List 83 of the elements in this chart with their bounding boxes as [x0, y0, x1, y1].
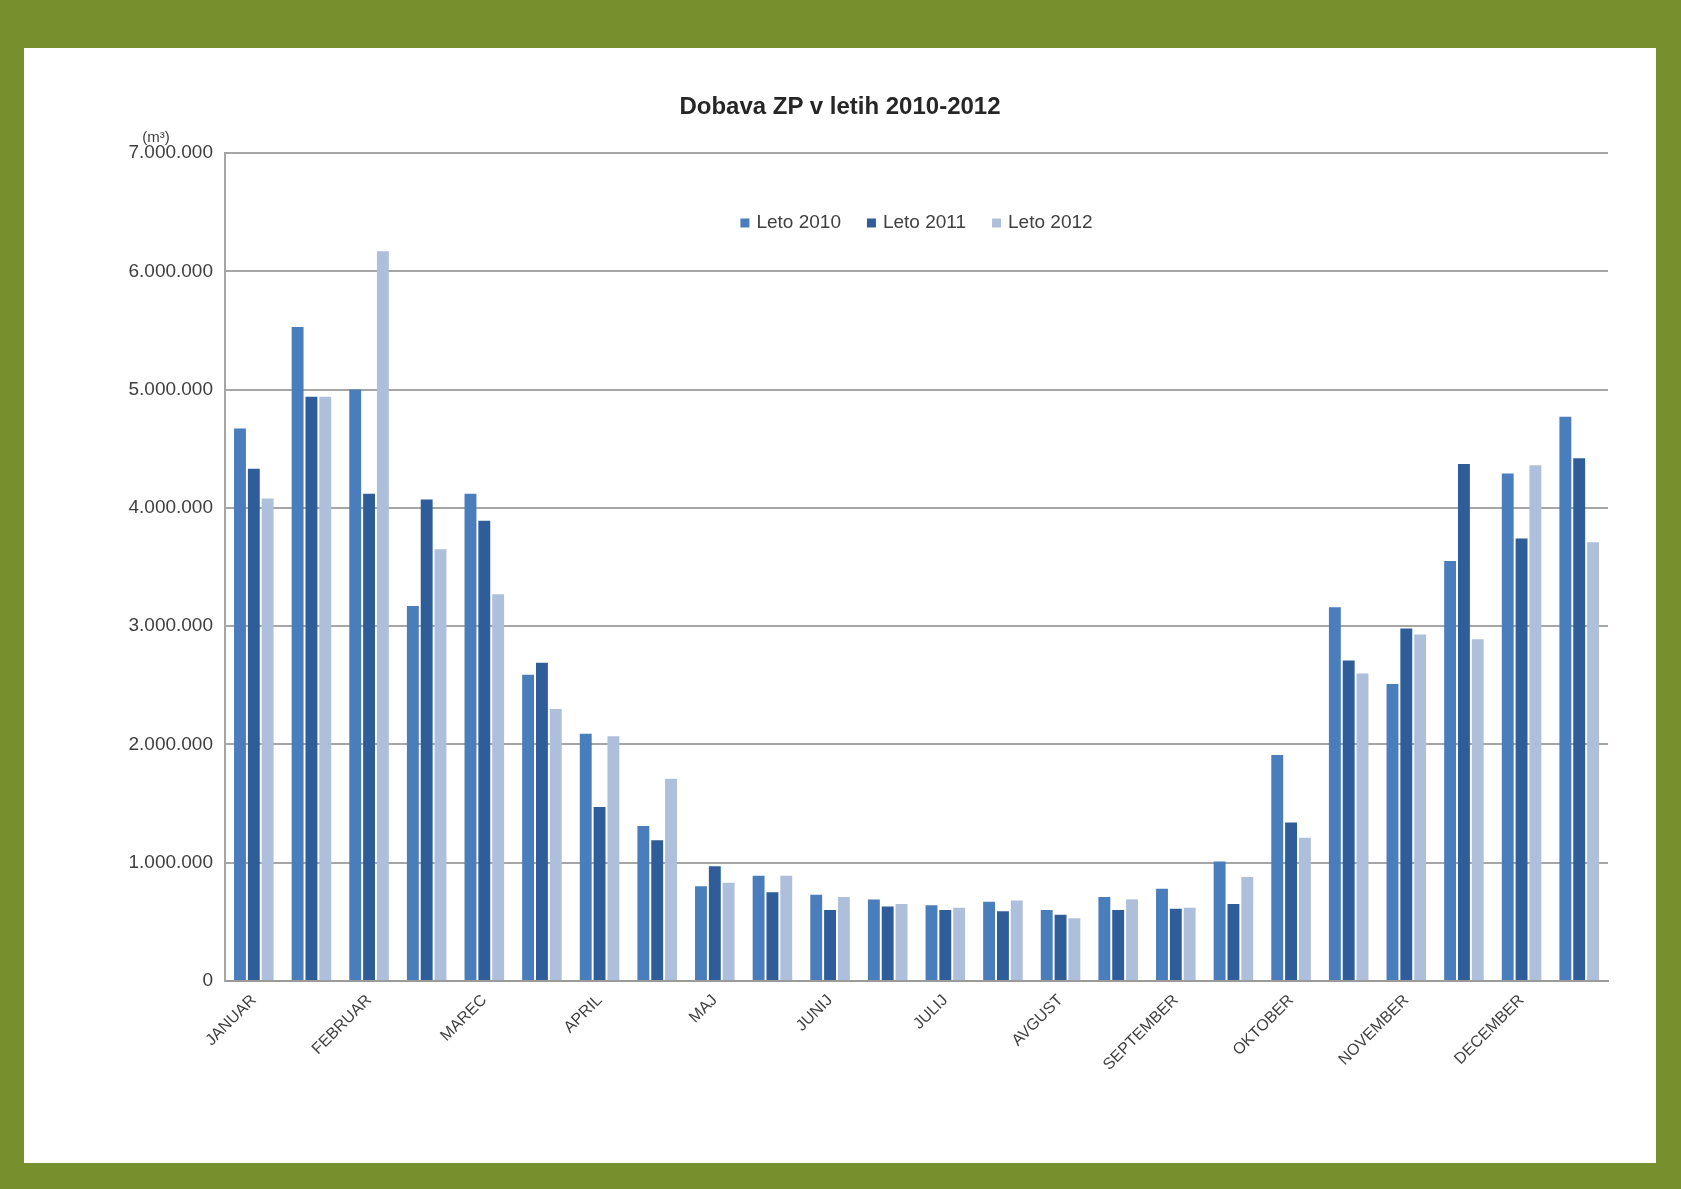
bar — [549, 708, 562, 980]
bar — [1529, 465, 1542, 980]
bar — [810, 894, 823, 980]
chart-title: Dobava ZP v letih 2010-2012 — [679, 91, 1001, 119]
y-tick-label: 4.000.000 — [128, 496, 213, 518]
bar — [881, 906, 894, 980]
bar — [291, 326, 304, 980]
bar — [1573, 458, 1586, 980]
bar — [722, 882, 735, 980]
bar — [1098, 897, 1111, 980]
bar — [492, 594, 505, 980]
legend-label: Leto 2012 — [1008, 211, 1093, 233]
bar — [1126, 899, 1138, 980]
bar — [363, 493, 376, 980]
bar — [1169, 908, 1182, 980]
bar — [579, 733, 592, 980]
bar — [1298, 837, 1311, 980]
bar — [1400, 628, 1413, 980]
y-tick-label: 1.000.000 — [128, 850, 213, 872]
bar — [1444, 561, 1457, 980]
bar — [996, 911, 1009, 980]
bar — [1386, 684, 1399, 980]
bar — [1156, 888, 1168, 980]
bar — [1285, 822, 1298, 980]
bar — [983, 901, 996, 980]
bar — [1271, 755, 1284, 980]
bar — [1213, 861, 1226, 980]
bar — [1183, 907, 1196, 980]
bar — [780, 875, 793, 980]
bar — [261, 498, 274, 980]
bar — [1559, 416, 1572, 980]
bar — [1040, 910, 1053, 980]
bar — [1227, 904, 1240, 980]
bar — [837, 897, 850, 980]
legend-label: Leto 2011 — [882, 211, 967, 233]
bar — [376, 251, 389, 980]
bar — [695, 886, 707, 980]
bar — [708, 866, 721, 980]
bar — [1457, 464, 1470, 980]
bar — [1356, 673, 1369, 980]
bar — [522, 674, 535, 980]
bar — [1501, 473, 1514, 980]
bar — [1471, 639, 1484, 980]
bar — [1587, 542, 1599, 980]
bar — [349, 389, 362, 980]
bar — [867, 899, 880, 980]
bar — [305, 396, 318, 980]
bar — [1241, 876, 1254, 980]
bar — [406, 606, 419, 980]
bar — [1068, 918, 1081, 980]
bar — [1328, 607, 1341, 980]
bar — [824, 910, 837, 980]
bar — [637, 826, 650, 980]
bar — [925, 905, 938, 980]
bar — [766, 892, 779, 980]
bar — [665, 778, 677, 980]
bar — [420, 499, 433, 980]
bar — [464, 493, 477, 980]
bar — [478, 520, 491, 980]
bar — [1342, 660, 1355, 980]
bar — [607, 736, 620, 980]
bar — [752, 875, 765, 980]
bar — [953, 907, 966, 980]
bar — [434, 549, 447, 980]
legend-label: Leto 2010 — [756, 211, 841, 233]
y-tick-label: 2.000.000 — [128, 732, 213, 754]
bar — [535, 662, 548, 980]
y-tick-label: 0 — [202, 969, 213, 991]
bar — [1010, 900, 1023, 980]
bar — [895, 904, 908, 980]
bar — [1414, 634, 1427, 980]
y-tick-label: 5.000.000 — [128, 377, 213, 399]
bar — [651, 840, 664, 980]
bar — [593, 807, 606, 980]
y-tick-label: 6.000.000 — [128, 259, 213, 281]
bar — [1054, 914, 1067, 980]
bar — [234, 428, 246, 980]
bar — [247, 468, 260, 980]
bar — [1515, 538, 1528, 980]
bar — [939, 910, 952, 980]
bar — [319, 396, 332, 980]
y-tick-label: 3.000.000 — [128, 614, 213, 636]
bar — [1112, 910, 1125, 980]
